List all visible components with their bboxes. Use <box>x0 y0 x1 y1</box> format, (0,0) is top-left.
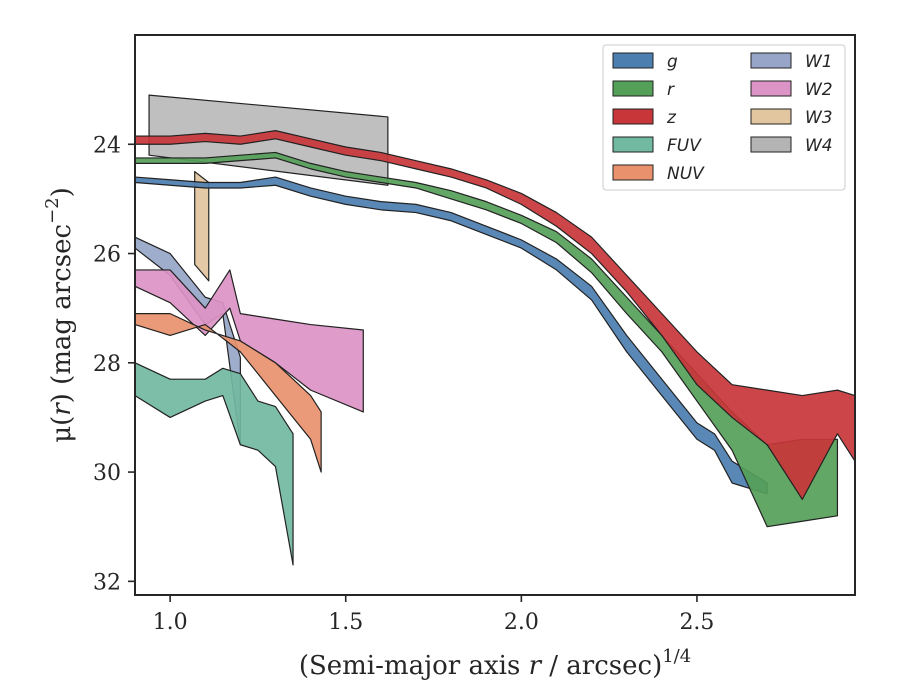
legend: grz FUV NUV W1 W2 W3 W4 <box>602 44 846 191</box>
legend-swatch-fuv <box>612 136 654 153</box>
legend-swatch-nuv <box>612 164 654 181</box>
x-tick-label: 2.0 <box>504 610 539 635</box>
y-tick-label: 28 <box>93 352 121 377</box>
legend-label-r: r <box>667 80 675 100</box>
plot-frame <box>134 34 856 596</box>
legend-swatch-w4 <box>750 136 792 153</box>
band-w3 <box>194 170 210 282</box>
band-fuv <box>134 362 294 566</box>
legend-label-fuv: FUV <box>667 136 702 156</box>
axis-ticks: 1.0 1.5 2.0 2.5 24 26 28 30 32 <box>93 133 714 635</box>
x-axis-label: (Semi-major axis r / arcsec)1/4 <box>299 646 691 681</box>
legend-label-w2: W2 <box>805 80 833 100</box>
y-tick-label: 32 <box>93 570 121 595</box>
y-axis-label: μ(r) (mag arcsec−2) <box>42 187 77 443</box>
legend-label-w1: W1 <box>805 52 833 72</box>
legend-swatch-w1 <box>750 52 792 69</box>
x-tick-label: 1.0 <box>153 610 188 635</box>
y-tick-label: 24 <box>93 133 121 158</box>
legend-label-g: g <box>667 52 678 72</box>
band-nuv <box>134 313 322 473</box>
legend-label-w3: W3 <box>805 108 833 128</box>
x-tick-label: 1.5 <box>328 610 363 635</box>
legend-swatch-r <box>612 80 654 97</box>
legend-label-z: z <box>666 108 677 128</box>
legend-swatch-z <box>612 108 654 125</box>
band-w1 <box>134 236 241 446</box>
legend-swatch-w2 <box>750 80 792 97</box>
x-tick-label: 2.5 <box>679 610 714 635</box>
legend-swatch-w3 <box>750 108 792 125</box>
legend-swatch-g <box>612 52 654 69</box>
legend-label-w4: W4 <box>805 136 833 156</box>
legend-label-nuv: NUV <box>667 164 705 184</box>
y-tick-label: 30 <box>93 461 121 486</box>
band-r <box>134 151 839 528</box>
y-tick-label: 26 <box>93 243 121 268</box>
series-bands <box>134 94 856 566</box>
